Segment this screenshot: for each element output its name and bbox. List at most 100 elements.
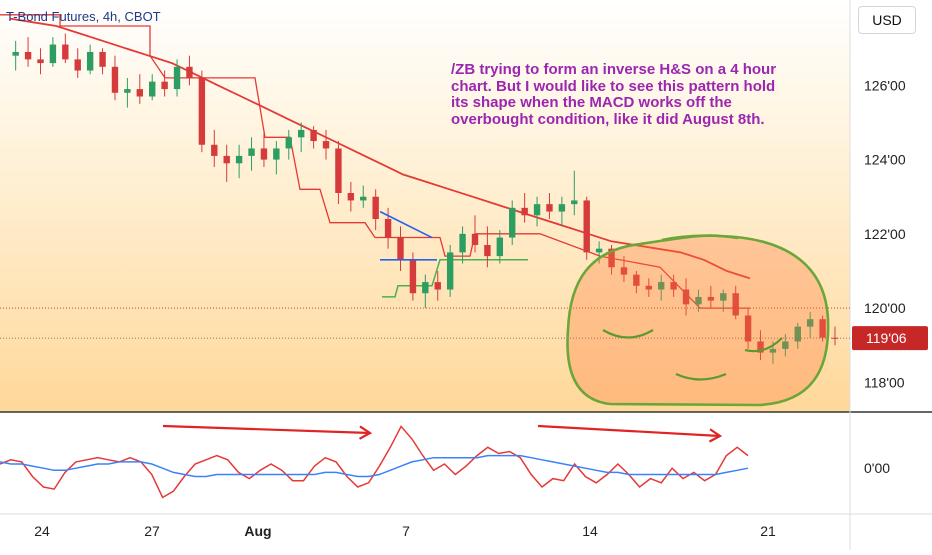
candle [682, 278, 690, 316]
macd-arrow-right-head [708, 428, 723, 443]
candle [149, 74, 156, 101]
candle [509, 200, 516, 245]
candle [173, 59, 181, 97]
macd-zero-label: 0'00 [864, 460, 890, 476]
drawings-layer [0, 210, 850, 407]
signal-line [0, 454, 749, 478]
stepped-stop-line [0, 14, 750, 309]
y-tick-label: 126'00 [864, 77, 906, 93]
candle [37, 48, 44, 75]
x-tick-label: Aug [244, 523, 271, 539]
candle [86, 44, 94, 75]
candle [297, 122, 305, 153]
candle [521, 193, 528, 223]
candle [446, 244, 454, 297]
candle [670, 274, 677, 297]
x-tick-label: 24 [34, 523, 50, 539]
candle [223, 144, 230, 182]
candle [782, 334, 789, 357]
candle [707, 285, 715, 309]
candle [658, 274, 665, 301]
candles-layer [12, 33, 839, 364]
candle [471, 215, 479, 253]
head-arc [675, 372, 727, 381]
candle [24, 37, 32, 67]
pattern-circle-tail [661, 234, 739, 242]
candle [111, 55, 119, 101]
candle [198, 70, 206, 153]
candle [49, 37, 57, 67]
moving-average-line [9, 17, 751, 280]
axis-background [850, 0, 932, 550]
wedge-upper-line [379, 210, 433, 239]
candle [99, 48, 106, 75]
candle [831, 326, 839, 346]
candle [620, 256, 628, 283]
candle [645, 278, 652, 297]
candle [434, 270, 441, 301]
candle [794, 322, 801, 349]
candle [397, 226, 404, 271]
candle [372, 189, 379, 231]
candle [322, 129, 330, 160]
candle [235, 144, 243, 179]
candle [459, 226, 466, 264]
candle [186, 55, 193, 86]
candle [335, 141, 342, 205]
candle [310, 126, 317, 149]
candle [695, 289, 702, 312]
candle [533, 196, 541, 227]
candle [136, 74, 144, 104]
y-tick-label: 122'00 [864, 226, 906, 242]
candle [819, 315, 826, 342]
y-tick-label: 124'00 [864, 152, 906, 168]
y-tick-label: 118'00 [864, 374, 905, 390]
candle [62, 33, 69, 64]
candle [744, 308, 752, 349]
axis-labels-layer: 126'00 124'00 122'00 120'00 118'00 0'00 119'06… [34, 77, 928, 539]
macd-arrow-left-head [358, 425, 373, 440]
right-shoulder-arc [744, 337, 783, 353]
candle [273, 141, 280, 175]
candle [633, 270, 640, 294]
pattern-circle [566, 234, 830, 407]
y-tick-label: 120'00 [864, 300, 906, 316]
candle [732, 285, 739, 320]
macd-layer [0, 424, 749, 499]
left-shoulder-arc [602, 329, 654, 339]
x-tick-label: 27 [144, 523, 160, 539]
currency-button[interactable]: USD [858, 6, 916, 34]
macd-arrow-right [537, 424, 721, 438]
candle [384, 207, 392, 249]
candle [806, 311, 814, 338]
annotation-text: /ZB trying to form an inverse H&S on a 4… [451, 61, 777, 128]
candle [12, 40, 19, 71]
candle [422, 274, 429, 309]
candle [211, 129, 218, 168]
candle [546, 193, 553, 219]
last-price-badge [852, 326, 928, 351]
candle [558, 196, 566, 227]
candle [757, 330, 764, 361]
candle [496, 230, 504, 264]
x-tick-label: 7 [402, 523, 410, 539]
macd-arrow-left [162, 424, 371, 435]
candle [260, 133, 268, 168]
candle [583, 196, 590, 260]
candle [571, 170, 578, 216]
candle [124, 77, 131, 108]
candle [360, 185, 367, 208]
candle [248, 137, 255, 171]
chart-title[interactable]: T-Bond Futures, 4h, CBOT [6, 9, 161, 24]
last-price-label: 119'06 [866, 330, 907, 346]
candle [347, 181, 355, 212]
macd-line [0, 425, 749, 499]
x-tick-label: 14 [582, 523, 598, 539]
x-tick-label: 21 [760, 523, 776, 539]
candle [285, 129, 292, 160]
candle [74, 48, 81, 78]
candle [161, 70, 168, 97]
candle [484, 226, 491, 268]
